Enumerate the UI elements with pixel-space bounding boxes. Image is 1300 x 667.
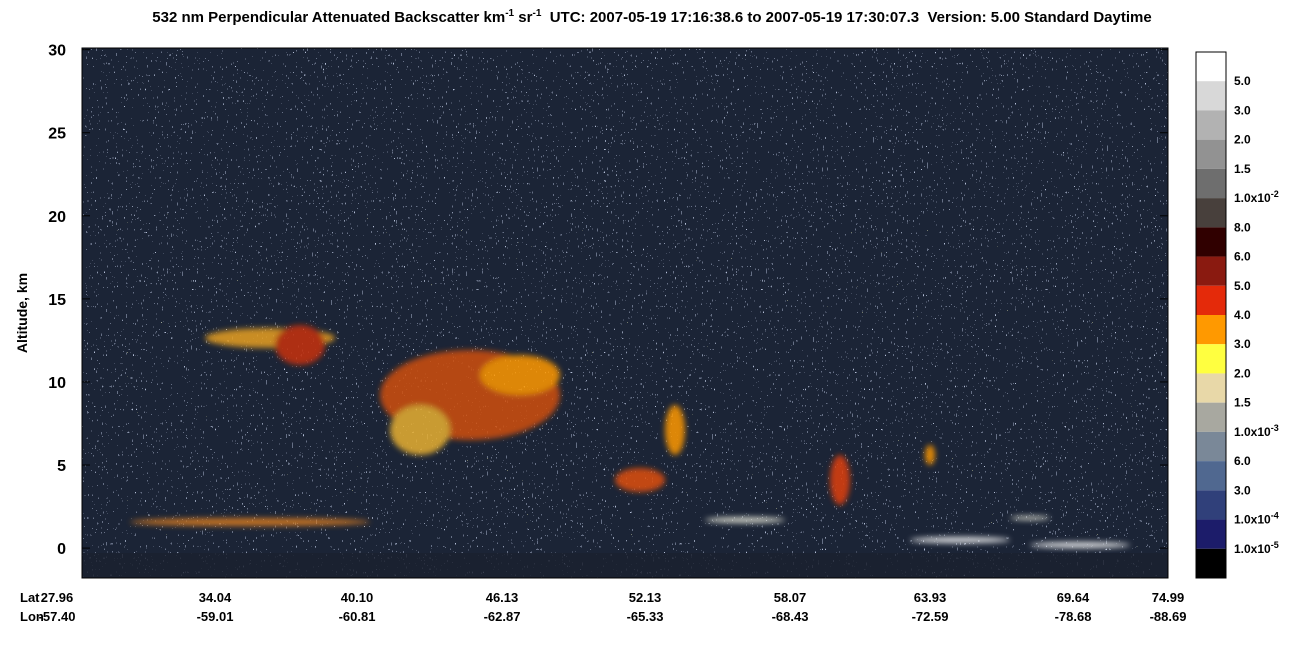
colorbar-label: 5.0 (1234, 279, 1251, 293)
x-tick-label: 63.93 (914, 590, 947, 605)
x-tick-label: -72.59 (912, 609, 949, 624)
ground-band (82, 553, 1168, 578)
colorbar-label-exp: -3 (1271, 423, 1279, 433)
y-tick-label: 0 (57, 541, 66, 558)
colorbar-label: 1.5 (1234, 162, 1251, 176)
y-tick-label: 15 (48, 292, 66, 309)
cloud-features (130, 325, 1130, 548)
backscatter-image (82, 48, 1168, 578)
colorbar-label: 6.0 (1234, 250, 1251, 264)
x-tick-label: -62.87 (484, 609, 521, 624)
x-tick-label: -88.69 (1150, 609, 1187, 624)
colorbar-label: 1.5 (1234, 396, 1251, 410)
colorbar-swatch (1196, 110, 1226, 140)
colorbar-swatch (1196, 315, 1226, 345)
colorbar-label: 8.0 (1234, 220, 1251, 234)
colorbar-swatch (1196, 344, 1226, 374)
x-tick-label: 27.96 (41, 590, 74, 605)
colorbar-label: 1.0x10-3 (1234, 423, 1279, 439)
title-rest: UTC: 2007-05-19 17:16:38.6 to 2007-05-19… (541, 9, 1151, 26)
x-tick-label: -60.81 (339, 609, 376, 624)
x-tick-label: 74.99 (1152, 590, 1185, 605)
x-row-name: Lat (20, 590, 40, 605)
x-tick-label: -68.43 (772, 609, 809, 624)
x-tick-label: -59.01 (197, 609, 234, 624)
x-tick-label: -78.68 (1055, 609, 1092, 624)
colorbar-label: 6.0 (1234, 454, 1251, 468)
colorbar-frame (1195, 51, 1227, 579)
colorbar-label-base: 1.0x10 (1234, 542, 1271, 556)
colorbar-swatch (1196, 52, 1226, 82)
x-tick-label: 52.13 (629, 590, 662, 605)
colorbar: 5.03.02.01.51.0x10-28.06.05.04.03.02.01.… (1195, 51, 1279, 579)
colorbar-label: 3.0 (1234, 337, 1251, 351)
colorbar-swatch (1196, 285, 1226, 315)
x-row-name: Lon (20, 609, 44, 624)
colorbar-label: 1.0x10-2 (1234, 189, 1279, 205)
colorbar-label-exp: -2 (1271, 189, 1279, 199)
colorbar-label: 4.0 (1234, 308, 1251, 322)
y-tick-label: 5 (57, 458, 66, 475)
colorbar-swatch (1196, 256, 1226, 286)
y-tick-label: 10 (48, 375, 66, 392)
colorbar-label: 3.0 (1234, 103, 1251, 117)
colorbar-swatch (1196, 461, 1226, 491)
y-tick-label: 25 (48, 126, 66, 143)
x-tick-label: -57.40 (39, 609, 76, 624)
colorbar-label: 2.0 (1234, 366, 1251, 380)
colorbar-swatch (1196, 519, 1226, 549)
plot-frame (81, 47, 1169, 579)
y-tick-label: 20 (48, 209, 66, 226)
x-tick-label: 69.64 (1057, 590, 1090, 605)
y-tick-label: 30 (48, 43, 66, 60)
x-tick-label: 40.10 (341, 590, 374, 605)
colorbar-label-exp: -4 (1271, 511, 1279, 521)
colorbar-label-exp: -5 (1271, 540, 1279, 550)
colorbar-swatch (1196, 139, 1226, 169)
colorbar-label: 1.0x10-5 (1234, 540, 1279, 556)
x-tick-label: 46.13 (486, 590, 519, 605)
colorbar-label: 3.0 (1234, 483, 1251, 497)
colorbar-label: 5.0 (1234, 74, 1251, 88)
colorbar-label-base: 1.0x10 (1234, 513, 1271, 527)
x-tick-label: -65.33 (627, 609, 664, 624)
colorbar-label-base: 1.0x10 (1234, 191, 1271, 205)
image-noise (82, 210, 1168, 550)
x-tick-label: 34.04 (199, 590, 232, 605)
title-exp: -1 (505, 8, 514, 19)
colorbar-swatch (1196, 81, 1226, 111)
chart-title: 532 nm Perpendicular Attenuated Backscat… (152, 8, 1151, 26)
colorbar-swatch (1196, 490, 1226, 520)
colorbar-swatch (1196, 373, 1226, 403)
colorbar-swatch (1196, 548, 1226, 578)
colorbar-label: 1.0x10-4 (1234, 511, 1279, 527)
colorbar-swatch (1196, 227, 1226, 257)
colorbar-swatch (1196, 198, 1226, 228)
colorbar-swatch (1196, 431, 1226, 462)
title-unit: sr (514, 9, 533, 26)
colorbar-label: 2.0 (1234, 133, 1251, 147)
title-main: 532 nm Perpendicular Attenuated Backscat… (152, 9, 505, 26)
y-axis-label: Altitude, km (14, 273, 30, 353)
colorbar-swatch (1196, 168, 1226, 199)
x-tick-label: 58.07 (774, 590, 807, 605)
colorbar-label-base: 1.0x10 (1234, 425, 1271, 439)
colorbar-swatch (1196, 402, 1226, 432)
title-exp: -1 (532, 8, 541, 19)
ticks: 0 5 10 15 20 25 30 Lat 27.96 34.04 40.10 46.13 52.13… (20, 43, 1186, 624)
